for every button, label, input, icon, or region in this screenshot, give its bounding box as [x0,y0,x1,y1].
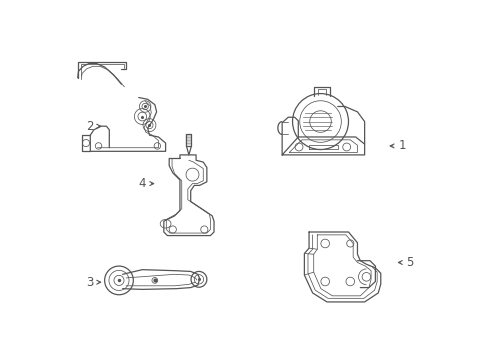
Text: 1: 1 [389,139,405,152]
Text: 3: 3 [86,276,101,289]
Text: 4: 4 [138,177,153,190]
Text: 2: 2 [86,120,101,133]
Text: 5: 5 [398,256,412,269]
